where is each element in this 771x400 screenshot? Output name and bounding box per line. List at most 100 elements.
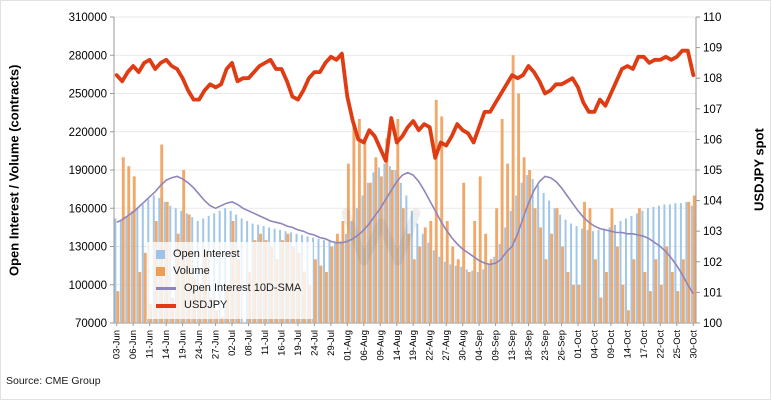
right-tick-label: 101 — [703, 287, 722, 299]
volume-bar — [132, 176, 136, 324]
volume-bar — [445, 221, 449, 323]
volume-bar — [500, 119, 504, 323]
open-interest-bar — [339, 241, 342, 323]
volume-bar — [467, 272, 471, 323]
open-interest-bar — [460, 266, 463, 323]
x-tick-label: 01-Aug — [342, 330, 353, 361]
volume-bar — [319, 265, 323, 324]
open-interest-bar — [328, 241, 331, 323]
volume-bar — [665, 246, 669, 323]
volume-bar — [583, 201, 586, 324]
open-interest-bar — [603, 228, 606, 323]
open-interest-bar — [624, 218, 627, 323]
open-interest-bar — [646, 208, 649, 323]
open-interest-bar — [438, 256, 441, 323]
volume-bar — [407, 233, 411, 323]
open-interest-bar — [136, 208, 139, 323]
x-tick-label: 30-Oct — [688, 330, 699, 359]
volume-bar — [692, 195, 696, 323]
open-interest-bar — [493, 256, 496, 323]
volume-bar — [561, 246, 564, 323]
x-tick-label: 09-Aug — [375, 330, 386, 361]
x-tick-label: 19-Jul — [293, 330, 304, 356]
volume-bar — [511, 55, 515, 323]
volume-bar — [643, 272, 647, 323]
volume-bar — [324, 272, 328, 323]
x-tick-label: 16-Jul — [277, 330, 288, 356]
open-interest-bar — [366, 182, 369, 323]
x-tick-label: 04-Sep — [474, 330, 485, 361]
x-tick-label: 03-Jun — [112, 330, 123, 359]
open-interest-bar — [388, 166, 391, 323]
legend-swatch-bar — [156, 267, 165, 276]
right-tick-label: 110 — [703, 12, 721, 24]
volume-bar — [330, 246, 334, 323]
open-interest-bar — [465, 269, 468, 323]
open-interest-bar — [130, 210, 133, 323]
open-interest-bar — [427, 242, 430, 323]
open-interest-bar — [432, 250, 435, 323]
volume-bar — [418, 246, 422, 323]
source-note: Source: CME Group — [6, 375, 101, 387]
volume-bar — [423, 227, 427, 324]
volume-bar — [544, 259, 548, 323]
x-tick-label: 06-Jun — [128, 330, 139, 359]
open-interest-bar — [454, 265, 457, 324]
volume-bar — [335, 233, 339, 323]
x-tick-label: 29-Jul — [326, 330, 337, 356]
volume-bar — [473, 221, 477, 323]
x-tick-label: 08-Jul — [244, 330, 255, 356]
volume-bar — [127, 166, 131, 323]
right-tick-label: 102 — [703, 257, 722, 269]
volume-bar — [368, 182, 372, 323]
x-tick-label: 26-Sep — [557, 330, 568, 361]
open-interest-bar — [652, 206, 655, 323]
open-interest-bar — [482, 269, 485, 323]
volume-bar — [429, 221, 433, 323]
volume-bar — [341, 221, 345, 323]
open-interest-bar — [564, 219, 567, 323]
open-interest-bar — [498, 243, 501, 323]
volume-bar — [588, 208, 592, 323]
open-interest-bar — [685, 201, 688, 324]
volume-bar — [599, 297, 603, 323]
volume-bar — [517, 93, 521, 323]
volume-bar — [160, 144, 164, 323]
volume-bar — [385, 138, 389, 324]
x-tick-label: 13-Sep — [507, 330, 518, 361]
volume-bar — [363, 138, 367, 324]
open-interest-bar — [322, 240, 325, 324]
left-tick-label: 160000 — [69, 203, 107, 215]
volume-bar — [687, 201, 691, 324]
volume-bar — [456, 259, 460, 323]
open-interest-bar — [449, 264, 452, 323]
right-tick-label: 105 — [703, 165, 722, 177]
open-interest-bar — [487, 264, 490, 323]
open-interest-bar — [377, 167, 380, 323]
legend-item: Open Interest 10D-SMA — [156, 282, 301, 295]
right-tick-label: 109 — [703, 43, 722, 55]
volume-bar — [506, 163, 510, 324]
volume-bar — [489, 259, 493, 323]
volume-bar — [121, 157, 125, 323]
open-interest-bar — [597, 229, 600, 323]
volume-bar — [412, 259, 416, 323]
x-tick-label: 25-Oct — [672, 330, 683, 359]
open-interest-bar — [630, 215, 633, 323]
volume-bar — [615, 246, 619, 323]
open-interest-bar — [350, 221, 353, 323]
volume-bar — [533, 208, 537, 323]
volume-bar — [374, 157, 378, 323]
open-interest-bar — [520, 182, 523, 323]
volume-bar — [577, 284, 581, 323]
open-interest-bar — [410, 210, 413, 323]
open-interest-bar — [119, 221, 122, 323]
volume-bar — [594, 259, 597, 323]
volume-bar — [632, 259, 636, 323]
left-axis-title: Open Interest / Volume (contracts) — [6, 64, 22, 276]
open-interest-bar — [690, 205, 693, 323]
open-interest-bar — [471, 270, 474, 323]
right-tick-label: 107 — [703, 104, 722, 116]
volume-bar — [346, 163, 350, 324]
